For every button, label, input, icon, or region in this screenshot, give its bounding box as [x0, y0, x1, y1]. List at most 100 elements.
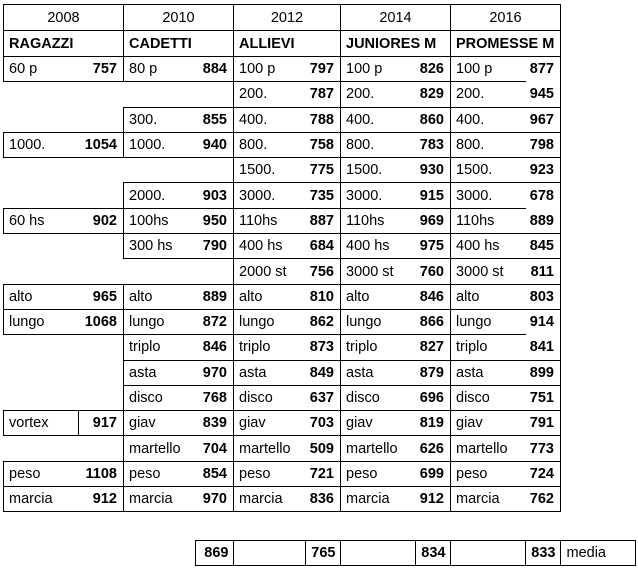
- event-value-cell: 783: [415, 131, 451, 159]
- event-value-cell: 836: [305, 486, 341, 513]
- event-label-cell: peso: [340, 460, 416, 488]
- event-value-cell: 866: [415, 308, 451, 336]
- event-label-cell: 100 p: [340, 55, 416, 83]
- event-label-cell: peso: [3, 460, 79, 488]
- event-value-cell: 757: [78, 55, 124, 83]
- event-value-cell: 724: [525, 460, 561, 488]
- empty-cell: [4, 183, 124, 208]
- media-column-spacer-cell: [561, 31, 636, 57]
- event-value-cell: 879: [415, 359, 451, 386]
- event-label-cell: martello: [450, 435, 526, 462]
- event-label-cell: 800.: [450, 131, 526, 159]
- event-value-cell: 768: [195, 384, 234, 412]
- event-label-cell: disco: [450, 384, 526, 412]
- event-label-cell: 3000 st: [450, 258, 526, 285]
- media-column-spacer-cell: [561, 234, 636, 259]
- event-label-cell: alto: [340, 283, 416, 310]
- event-label-cell: triplo: [340, 334, 416, 361]
- event-label-cell: peso: [233, 460, 306, 488]
- event-value-cell: 873: [305, 334, 341, 361]
- category-cell: PROMESSE M: [450, 30, 561, 57]
- event-value-cell: 970: [195, 486, 234, 513]
- summary-average-cell: 869: [194, 539, 234, 567]
- empty-cell: [124, 158, 234, 183]
- media-column-spacer-cell: [561, 5, 636, 31]
- event-value-cell: 829: [415, 81, 451, 108]
- event-label-cell: 60 hs: [3, 207, 79, 235]
- event-value-cell: 970: [195, 359, 234, 386]
- event-label-cell: 1500.: [450, 157, 526, 184]
- event-value-cell: 846: [415, 283, 451, 310]
- event-label-cell: 100 p: [450, 55, 526, 83]
- media-label-cell: media: [559, 539, 636, 567]
- event-value-cell: 923: [525, 157, 561, 184]
- event-label-cell: 3000.: [233, 182, 306, 209]
- event-label-cell: alto: [450, 283, 526, 310]
- event-value-cell: 889: [195, 283, 234, 310]
- event-label-cell: asta: [340, 359, 416, 386]
- media-column-spacer-cell: [561, 82, 636, 107]
- event-label-cell: 400.: [450, 106, 526, 133]
- empty-cell: [4, 158, 124, 183]
- event-value-cell: 903: [195, 182, 234, 209]
- event-label-cell: 100 p: [233, 55, 306, 83]
- event-value-cell: 790: [195, 233, 234, 260]
- event-label-cell: peso: [123, 460, 196, 488]
- event-value-cell: 841: [525, 334, 561, 361]
- event-value-cell: 760: [415, 258, 451, 285]
- media-column-spacer-cell: [561, 183, 636, 208]
- event-label-cell: 80 p: [123, 55, 196, 83]
- event-value-cell: 950: [195, 207, 234, 235]
- event-value-cell: 626: [415, 435, 451, 462]
- event-value-cell: 855: [195, 106, 234, 133]
- summary-empty-cell: [339, 539, 416, 567]
- event-label-cell: triplo: [450, 334, 526, 361]
- event-label-cell: 60 p: [3, 55, 79, 83]
- event-label-cell: alto: [123, 283, 196, 310]
- event-value-cell: 899: [525, 359, 561, 386]
- event-label-cell: disco: [123, 384, 196, 412]
- event-label-cell: 300.: [123, 106, 196, 133]
- event-label-cell: vortex: [3, 410, 79, 437]
- event-value-cell: 735: [305, 182, 341, 209]
- media-column-spacer-cell: [561, 385, 636, 410]
- event-label-cell: asta: [123, 359, 196, 386]
- event-label-cell: giav: [340, 410, 416, 437]
- event-label-cell: 2000.: [123, 182, 196, 209]
- event-value-cell: 704: [195, 435, 234, 462]
- event-value-cell: 912: [78, 486, 124, 513]
- event-label-cell: lungo: [123, 308, 196, 336]
- media-column-spacer-cell: [561, 259, 636, 284]
- event-label-cell: lungo: [3, 308, 79, 336]
- event-value-cell: 775: [305, 157, 341, 184]
- event-label-cell: marcia: [450, 486, 526, 513]
- event-value-cell: 945: [525, 81, 561, 108]
- media-column-spacer-cell: [561, 57, 636, 82]
- event-label-cell: 400 hs: [450, 233, 526, 260]
- event-value-cell: 889: [525, 207, 561, 235]
- event-value-cell: 887: [305, 207, 341, 235]
- event-value-cell: 912: [415, 486, 451, 513]
- event-value-cell: 788: [305, 106, 341, 133]
- event-label-cell: alto: [3, 283, 79, 310]
- event-label-cell: 800.: [233, 131, 306, 159]
- event-value-cell: 917: [78, 410, 124, 437]
- event-label-cell: 400.: [340, 106, 416, 133]
- summary-average-cell: 834: [414, 539, 451, 567]
- event-label-cell: 3000 st: [340, 258, 416, 285]
- year-header-cell: 2010: [123, 4, 234, 31]
- summary-empty-cell: [449, 539, 526, 567]
- media-column-spacer-cell: [561, 158, 636, 183]
- media-column-spacer-cell: [561, 487, 636, 512]
- summary-offset-cell: [3, 541, 195, 566]
- event-label-cell: 100hs: [123, 207, 196, 235]
- event-value-cell: 915: [415, 182, 451, 209]
- media-column-spacer-cell: [561, 309, 636, 334]
- event-label-cell: giav: [450, 410, 526, 437]
- media-column-spacer-cell: [561, 461, 636, 486]
- event-value-cell: 914: [525, 308, 561, 335]
- empty-cell: [4, 82, 124, 107]
- event-label-cell: 1500.: [233, 157, 306, 184]
- year-header-cell: 2014: [340, 4, 451, 31]
